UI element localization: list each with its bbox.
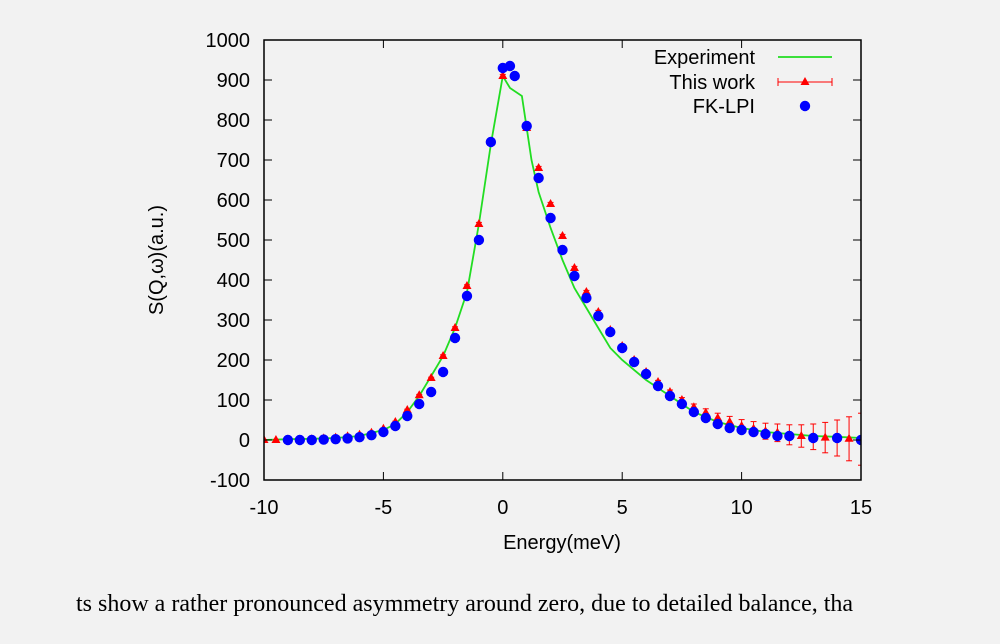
this-work-point — [569, 263, 579, 271]
fk-lpi-point — [784, 430, 795, 442]
this-work-point — [534, 163, 544, 171]
plot-frame — [263, 39, 862, 481]
this-work-point — [450, 323, 460, 331]
legend-swatch-fk-lpi — [799, 100, 811, 112]
fk-lpi-point — [378, 426, 389, 438]
x-tick-label: -5 — [375, 497, 393, 519]
y-tick-label: 500 — [217, 230, 250, 252]
fk-lpi-point — [831, 432, 843, 444]
this-work-point — [438, 351, 448, 359]
fk-lpi-point — [569, 270, 580, 282]
this-work-point — [796, 424, 806, 448]
y-tick-label: 900 — [217, 70, 250, 92]
fk-lpi-point — [724, 422, 735, 434]
legend-label-this-work: This work — [669, 72, 756, 94]
fk-lpi-point — [461, 290, 473, 302]
fk-lpi-point — [545, 212, 556, 224]
legend-label-experiment: Experiment — [654, 47, 756, 69]
this-work-point — [462, 281, 472, 289]
x-axis-label: Energy(meV) — [503, 532, 621, 554]
fk-lpi-point — [760, 428, 771, 440]
fk-lpi-point — [509, 70, 520, 82]
fk-lpi-point — [557, 244, 568, 256]
fk-lpi-point — [282, 434, 294, 446]
y-tick-label: 100 — [217, 390, 250, 412]
x-tick-label: 5 — [617, 497, 628, 519]
plot-area — [264, 60, 861, 466]
fk-lpi-point — [676, 398, 688, 410]
fk-lpi-point — [425, 386, 437, 398]
fk-lpi-point — [533, 172, 544, 184]
fk-lpi-point — [402, 410, 413, 422]
fk-lpi-point — [748, 426, 759, 438]
fk-lpi-point — [772, 430, 783, 442]
fk-lpi-point — [712, 418, 723, 430]
x-tick-label: 0 — [497, 497, 508, 519]
this-work-point — [844, 416, 854, 462]
fk-lpi-point — [593, 310, 604, 322]
this-work-point — [402, 405, 412, 413]
fk-lpi-point — [437, 366, 449, 378]
fk-lpi-point — [628, 356, 640, 368]
fk-lpi-point — [664, 390, 676, 402]
legend-label-fk-lpi: FK-LPI — [693, 96, 755, 118]
fk-lpi-point — [617, 342, 628, 354]
y-tick-label: 1000 — [206, 30, 251, 52]
fk-lpi-point — [330, 434, 341, 445]
fk-lpi-point — [652, 380, 664, 392]
y-tick-label: 200 — [217, 350, 250, 372]
fk-lpi-point — [318, 434, 329, 445]
legend-swatch-this-work — [777, 77, 833, 86]
y-tick-label: 800 — [217, 110, 250, 132]
fk-lpi-point — [366, 430, 377, 441]
y-tick-label: 0 — [239, 430, 250, 452]
y-tick-label: -100 — [210, 470, 250, 492]
this-work-point — [271, 435, 281, 443]
fk-lpi-point — [294, 434, 306, 446]
chart: -10 -5 0 5 10 15 -100 0 100 200 300 400 500 600 700 800… — [146, 30, 873, 554]
fk-lpi-point — [354, 432, 365, 443]
fk-lpi-point — [390, 420, 401, 432]
this-work-point — [414, 390, 424, 399]
this-work-point — [820, 421, 830, 454]
y-axis-label: S(Q,ω)(a.u.) — [146, 205, 168, 315]
fk-lpi-point — [581, 292, 592, 304]
fk-lpi-point — [306, 434, 317, 446]
x-tick-label: 10 — [730, 497, 752, 519]
fk-lpi-point — [449, 332, 461, 344]
fk-lpi-point — [640, 368, 652, 380]
caption-text: ts show a rather pronounced asymmetry ar… — [76, 591, 854, 617]
fk-lpi-point — [605, 326, 616, 338]
axis-ticks: -10 -5 0 5 10 15 -100 0 100 200 300 400 500 600 700 800… — [206, 30, 873, 519]
y-tick-label: 400 — [217, 270, 250, 292]
fk-lpi-point — [342, 433, 353, 444]
y-tick-label: 700 — [217, 150, 250, 172]
this-work-point — [426, 373, 436, 381]
this-work-point — [474, 219, 484, 227]
y-tick-label: 600 — [217, 190, 250, 212]
fk-lpi-point — [414, 398, 425, 410]
this-work-point — [498, 71, 508, 79]
fk-lpi-point — [521, 120, 532, 132]
fk-lpi-point — [504, 60, 516, 72]
x-tick-label: 15 — [850, 497, 872, 519]
fk-lpi-point — [485, 136, 497, 148]
fk-lpi-point — [688, 406, 700, 418]
fk-lpi-point — [473, 234, 485, 246]
fk-lpi-point — [808, 432, 819, 444]
this-work-point — [558, 231, 567, 239]
x-tick-label: -10 — [250, 497, 279, 519]
this-work-point — [546, 199, 556, 207]
series-experiment-line — [264, 73, 861, 441]
fk-lpi-point — [736, 424, 747, 436]
y-tick-label: 300 — [217, 310, 250, 332]
fk-lpi-point — [700, 412, 711, 424]
